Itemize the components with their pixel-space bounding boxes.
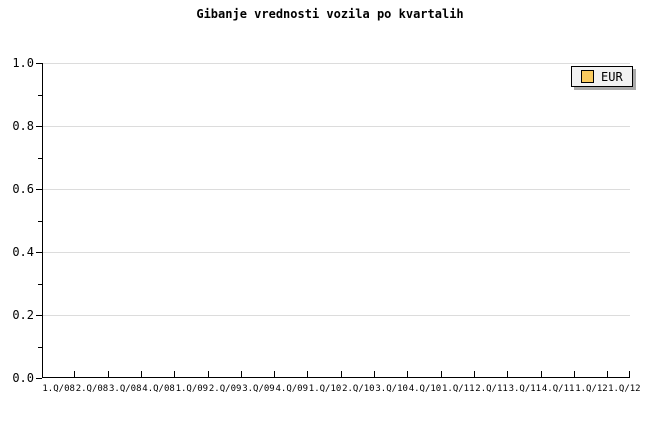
x-axis-tick [74, 371, 75, 378]
x-axis-tick-label: 3.Q/09 [242, 384, 275, 394]
y-axis-major-tick [36, 189, 42, 190]
y-axis-minor-tick [38, 158, 42, 159]
y-axis-minor-tick [38, 221, 42, 222]
chart-title: Gibanje vrednosti vozila po kvartalih [196, 7, 464, 21]
x-axis-tick-label: 1.Q/12 [608, 384, 641, 394]
y-axis-tick-label: 0.2 [12, 308, 34, 322]
y-axis-minor-tick [38, 284, 42, 285]
y-axis-major-tick [36, 252, 42, 253]
x-axis-tick [208, 371, 209, 378]
legend: EUR [571, 66, 633, 87]
plot-area [42, 63, 630, 378]
legend-swatch-icon [581, 70, 594, 83]
legend-label-eur: EUR [601, 69, 623, 84]
x-axis-tick [574, 371, 575, 378]
x-axis-tick [629, 371, 630, 378]
x-axis-tick-label: 3.Q/10 [375, 384, 408, 394]
x-axis-tick [507, 371, 508, 378]
x-axis-tick [441, 371, 442, 378]
x-axis-tick-label: 3.Q/08 [108, 384, 142, 394]
x-axis-tick [374, 371, 375, 378]
x-axis-tick [108, 371, 109, 378]
x-axis-tick-label: 1.Q/09 [175, 384, 209, 394]
x-axis-tick-label: 1.Q/11 [441, 384, 475, 394]
y-axis-tick-label: 0.6 [12, 182, 34, 196]
x-axis-tick [174, 371, 175, 378]
y-axis-minor-tick [38, 347, 42, 348]
x-axis-tick [607, 371, 608, 378]
x-axis-tick-label: 2.Q/11 [475, 384, 508, 394]
x-axis-tick [241, 371, 242, 378]
gridline [43, 315, 630, 316]
y-axis-major-tick [36, 126, 42, 127]
x-axis-tick [274, 371, 275, 378]
x-axis-tick [407, 371, 408, 378]
x-axis-tick-label: 1.Q/10 [308, 384, 342, 394]
y-axis-major-tick [36, 63, 42, 64]
x-axis-tick [307, 371, 308, 378]
x-axis-tick-label: 2.Q/10 [342, 384, 375, 394]
y-axis-minor-tick [38, 95, 42, 96]
x-axis-tick-label: 4.Q/11 [541, 384, 575, 394]
x-axis-tick [341, 371, 342, 378]
x-axis-tick [541, 371, 542, 378]
x-axis-tick-label: 2.Q/08 [75, 384, 109, 394]
y-axis-tick-label: 0.0 [12, 371, 34, 385]
x-axis-tick-label: 4.Q/08 [142, 384, 175, 394]
x-axis-tick-label: 4.Q/10 [408, 384, 442, 394]
x-axis-tick-label: 1.Q/12 [575, 384, 608, 394]
x-axis-tick-label: 3.Q/11 [508, 384, 542, 394]
x-axis-tick-label: 2.Q/09 [208, 384, 242, 394]
y-axis-major-tick [36, 378, 42, 379]
gridline [43, 252, 630, 253]
y-axis-tick-label: 0.8 [12, 119, 34, 133]
y-axis-tick-label: 0.4 [12, 245, 34, 259]
x-axis-tick-label: 4.Q/09 [275, 384, 308, 394]
x-axis-tick [474, 371, 475, 378]
x-axis-tick-label: 1.Q/08 [42, 384, 75, 394]
gridline [43, 63, 630, 64]
gridline [43, 126, 630, 127]
x-axis-tick [141, 371, 142, 378]
y-axis-tick-label: 1.0 [12, 56, 34, 70]
gridline [43, 189, 630, 190]
y-axis-major-tick [36, 315, 42, 316]
